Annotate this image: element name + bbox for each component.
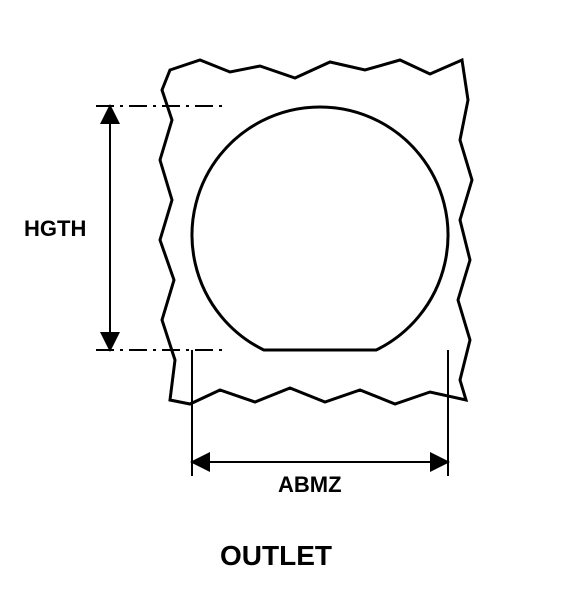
diagram-canvas: HGTH ABMZ OUTLET — [0, 0, 570, 600]
figure-title: OUTLET — [220, 540, 332, 572]
outlet-opening — [192, 107, 448, 350]
hgth-label: HGTH — [24, 216, 86, 242]
abmz-label: ABMZ — [278, 472, 342, 498]
material-outline — [160, 60, 472, 404]
diagram-svg — [0, 0, 570, 600]
